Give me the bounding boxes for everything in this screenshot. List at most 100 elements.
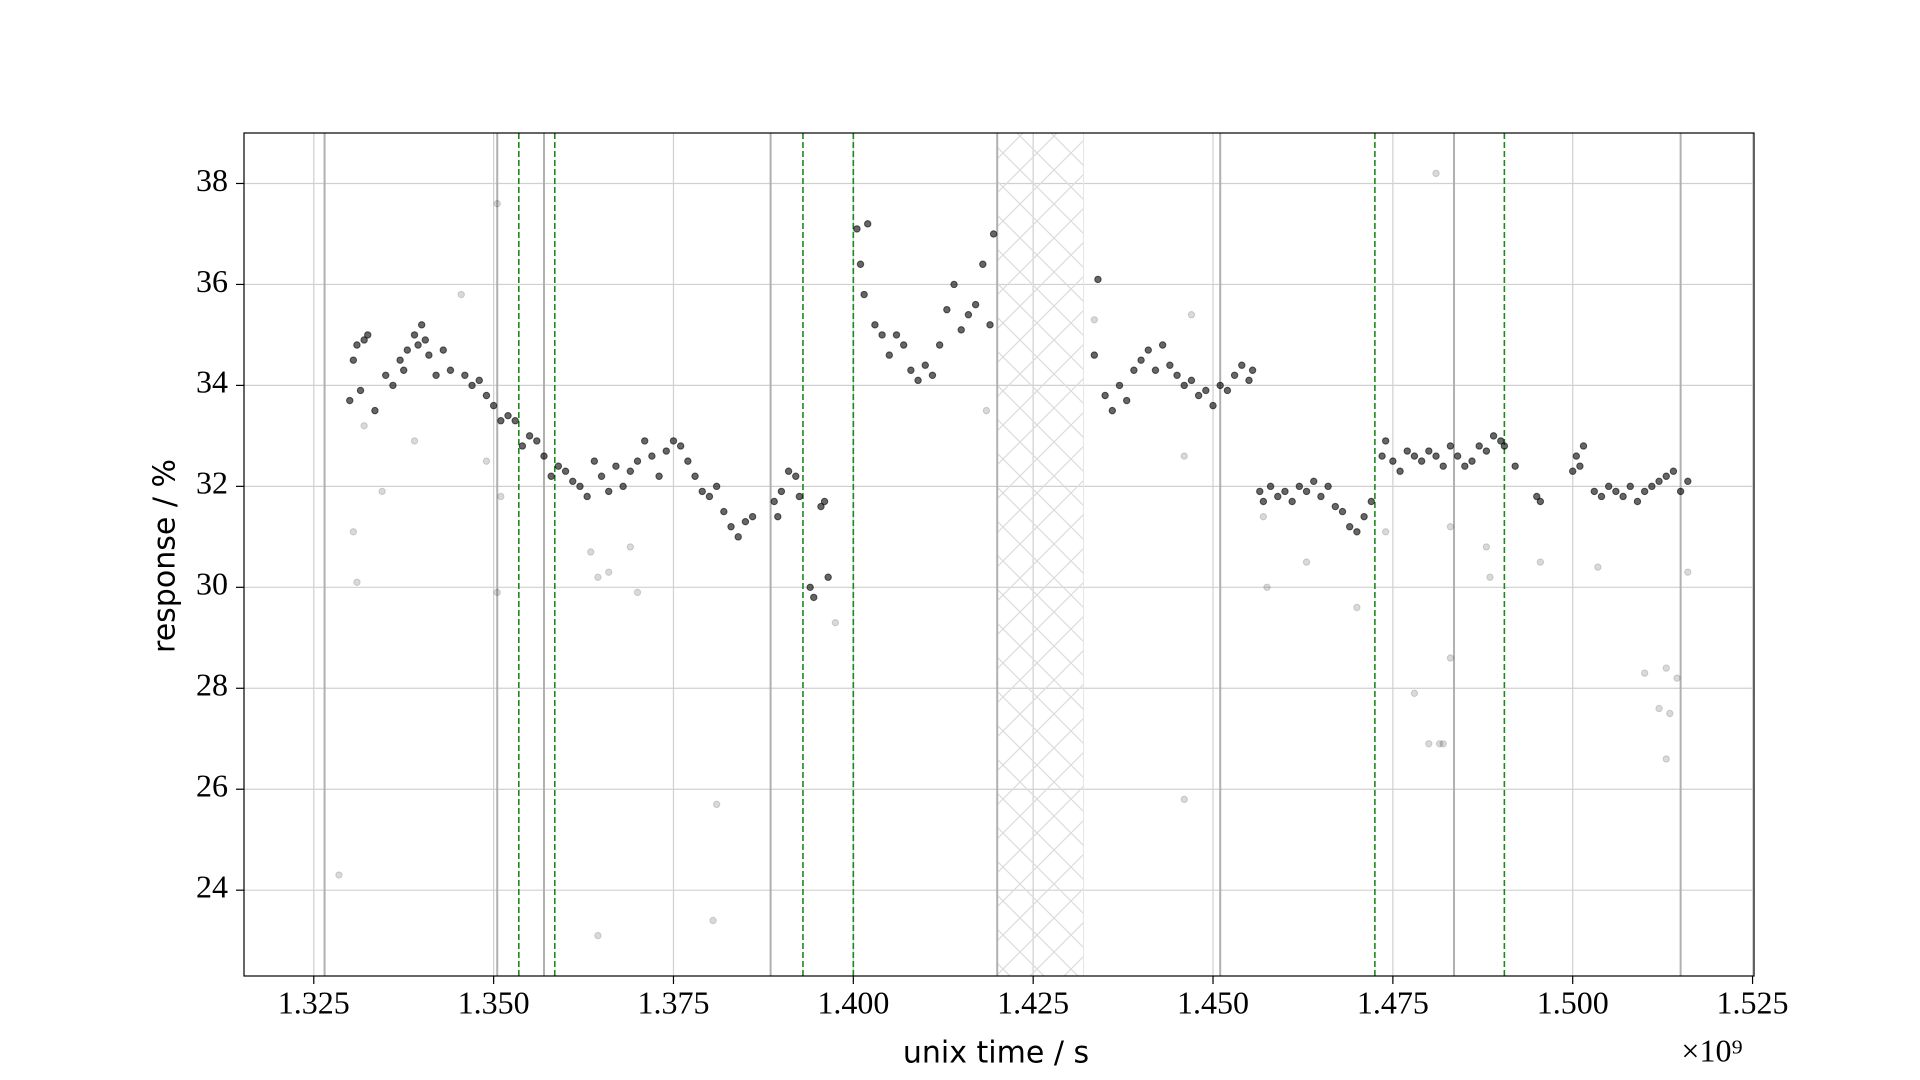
x-tick-label: 1.525 bbox=[1717, 984, 1789, 1020]
data-point bbox=[892, 331, 901, 339]
data-point bbox=[774, 512, 782, 521]
data-point bbox=[1302, 558, 1311, 566]
data-point bbox=[727, 523, 735, 531]
data-point bbox=[1594, 563, 1602, 571]
data-point bbox=[421, 336, 429, 344]
x-tick-label: 1.375 bbox=[637, 984, 709, 1020]
data-point bbox=[1655, 477, 1663, 486]
data-point bbox=[720, 507, 728, 516]
data-point bbox=[1396, 467, 1404, 475]
data-point bbox=[382, 371, 390, 379]
hatched-span bbox=[996, 132, 1085, 977]
data-point bbox=[594, 931, 602, 940]
data-point bbox=[612, 462, 620, 470]
data-point bbox=[676, 442, 685, 450]
data-point bbox=[817, 502, 825, 511]
data-point bbox=[403, 346, 412, 354]
data-point bbox=[1187, 376, 1196, 385]
data-point bbox=[698, 487, 706, 496]
data-point bbox=[1274, 492, 1282, 501]
data-point bbox=[356, 386, 365, 395]
data-point bbox=[1101, 391, 1109, 400]
data-point bbox=[349, 528, 358, 536]
data-point bbox=[1302, 487, 1311, 496]
data-point bbox=[335, 871, 343, 879]
data-point bbox=[353, 341, 361, 349]
data-point bbox=[1378, 452, 1386, 460]
x-tick-label: 1.450 bbox=[1177, 984, 1249, 1020]
data-point bbox=[1180, 381, 1188, 390]
data-point bbox=[935, 341, 944, 349]
data-point bbox=[1453, 452, 1462, 460]
data-point bbox=[1310, 477, 1318, 486]
data-point bbox=[439, 346, 447, 354]
data-point bbox=[540, 452, 548, 460]
data-point bbox=[1439, 462, 1447, 470]
data-point bbox=[795, 492, 804, 501]
data-point bbox=[1435, 740, 1444, 748]
data-point bbox=[1108, 406, 1117, 415]
data-point bbox=[525, 432, 534, 440]
data-point bbox=[590, 457, 599, 465]
data-point bbox=[1446, 654, 1455, 662]
data-point bbox=[1684, 477, 1692, 486]
data-point bbox=[1475, 442, 1483, 450]
data-point bbox=[482, 391, 491, 400]
data-point bbox=[655, 472, 663, 480]
data-point bbox=[414, 341, 422, 349]
data-point bbox=[806, 583, 814, 592]
data-point bbox=[497, 492, 505, 501]
y-tick-label: 30 bbox=[196, 566, 228, 602]
data-point bbox=[1497, 437, 1505, 445]
data-point bbox=[561, 467, 570, 475]
data-point bbox=[1511, 462, 1519, 470]
data-point bbox=[1209, 401, 1217, 410]
data-point bbox=[1619, 492, 1627, 501]
data-point bbox=[831, 618, 840, 627]
data-point bbox=[1569, 467, 1577, 475]
data-point bbox=[1256, 487, 1264, 496]
data-point bbox=[1173, 371, 1181, 379]
data-point bbox=[1536, 497, 1545, 506]
data-point bbox=[705, 492, 714, 501]
data-point bbox=[396, 356, 404, 364]
data-point bbox=[792, 472, 800, 480]
data-point bbox=[583, 492, 591, 501]
data-point bbox=[1180, 795, 1188, 804]
data-point bbox=[1461, 462, 1469, 470]
data-point bbox=[810, 593, 818, 602]
data-point bbox=[1676, 487, 1685, 496]
data-point bbox=[1536, 558, 1545, 566]
data-point bbox=[410, 331, 419, 339]
data-point bbox=[1238, 361, 1246, 369]
data-point bbox=[907, 366, 915, 374]
data-point bbox=[626, 543, 635, 551]
data-point bbox=[943, 305, 951, 314]
data-point bbox=[971, 300, 980, 309]
data-point bbox=[1187, 311, 1196, 319]
data-point bbox=[1317, 492, 1325, 501]
data-point bbox=[820, 497, 829, 506]
data-point bbox=[1353, 528, 1361, 536]
data-point bbox=[1669, 467, 1678, 475]
data-point bbox=[1673, 674, 1681, 682]
data-point bbox=[1281, 487, 1289, 496]
data-point bbox=[1655, 704, 1663, 713]
data-point bbox=[784, 467, 793, 475]
data-point bbox=[378, 487, 386, 496]
data-point bbox=[712, 800, 721, 809]
data-point bbox=[1410, 452, 1419, 460]
data-point bbox=[1259, 512, 1268, 521]
data-point bbox=[1612, 487, 1620, 496]
data-point bbox=[446, 366, 455, 374]
data-point bbox=[856, 260, 865, 268]
data-point bbox=[648, 452, 656, 460]
data-point bbox=[1486, 573, 1494, 581]
data-point bbox=[1425, 740, 1433, 748]
data-point bbox=[989, 230, 998, 238]
data-point bbox=[860, 290, 868, 299]
data-point bbox=[1381, 528, 1390, 536]
data-point bbox=[518, 442, 527, 450]
data-point bbox=[964, 311, 973, 319]
